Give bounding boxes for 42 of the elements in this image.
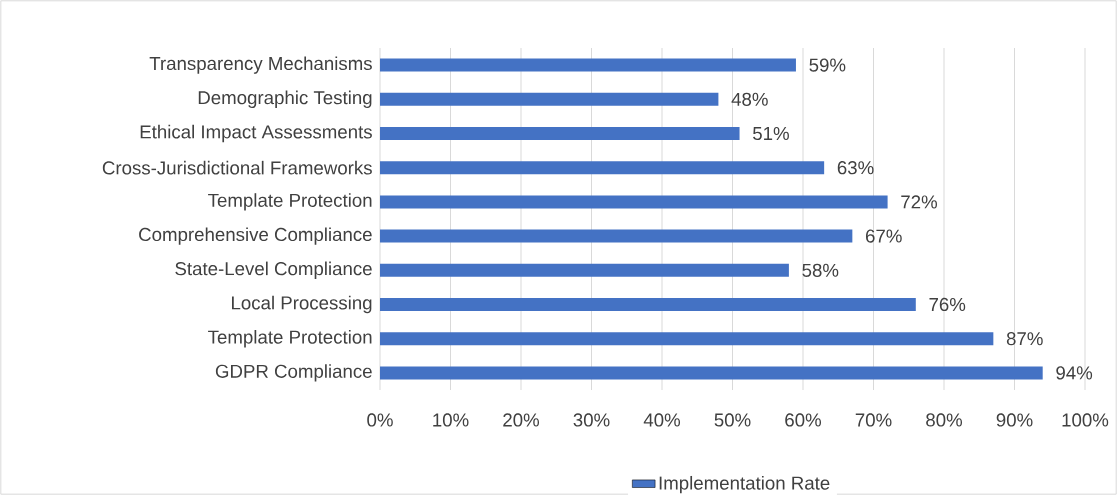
x-tick-label: 70% — [855, 413, 892, 427]
data-label: 72% — [901, 195, 937, 209]
y-tick-label: Local Processing — [232, 295, 372, 314]
data-label: 63% — [837, 161, 874, 175]
x-tick-label: 80% — [926, 413, 963, 427]
x-tick-label: 30% — [573, 413, 610, 427]
data-label: 48% — [731, 92, 768, 106]
x-tick-label: 0% — [367, 413, 393, 427]
bar — [380, 58, 796, 72]
data-label: 87% — [1006, 332, 1043, 346]
x-tick-label: 10% — [433, 413, 469, 427]
x-tick-label: 100% — [1062, 413, 1109, 427]
x-tick-label: 90% — [996, 413, 1033, 427]
bar — [380, 195, 888, 209]
bar — [380, 92, 719, 106]
bar — [380, 366, 1043, 380]
y-tick-label: Cross-Jurisdictional Frameworks — [102, 160, 372, 175]
legend-label: Implementation Rate — [659, 475, 830, 494]
y-tick-label: Ethical Impact Assessments — [140, 124, 372, 143]
data-label: 94% — [1056, 366, 1093, 380]
data-label: 76% — [929, 297, 966, 312]
y-tick-label: Demographic Testing — [198, 90, 372, 108]
bar — [380, 161, 825, 175]
data-label: 58% — [802, 263, 839, 277]
y-tick-label: GDPR Compliance — [215, 364, 372, 382]
x-tick-label: 40% — [643, 413, 681, 427]
bar — [380, 332, 994, 346]
bar — [380, 263, 789, 277]
data-label: 59% — [809, 58, 846, 72]
x-tick-label: 20% — [503, 413, 540, 427]
y-tick-label: Comprehensive Compliance — [139, 227, 372, 245]
bar — [380, 229, 853, 243]
data-label: 67% — [866, 229, 902, 243]
y-tick-label: Transparency Mechanisms — [149, 56, 372, 74]
data-label: 51% — [753, 126, 789, 141]
bar — [380, 297, 916, 311]
y-tick-label: State-Level Compliance — [175, 261, 372, 279]
x-tick-label: 50% — [714, 413, 751, 427]
bar — [380, 126, 740, 140]
y-tick-label: Template Protection — [208, 193, 372, 211]
x-tick-label: 60% — [785, 413, 822, 427]
y-tick-label: Template Protection — [208, 329, 372, 348]
